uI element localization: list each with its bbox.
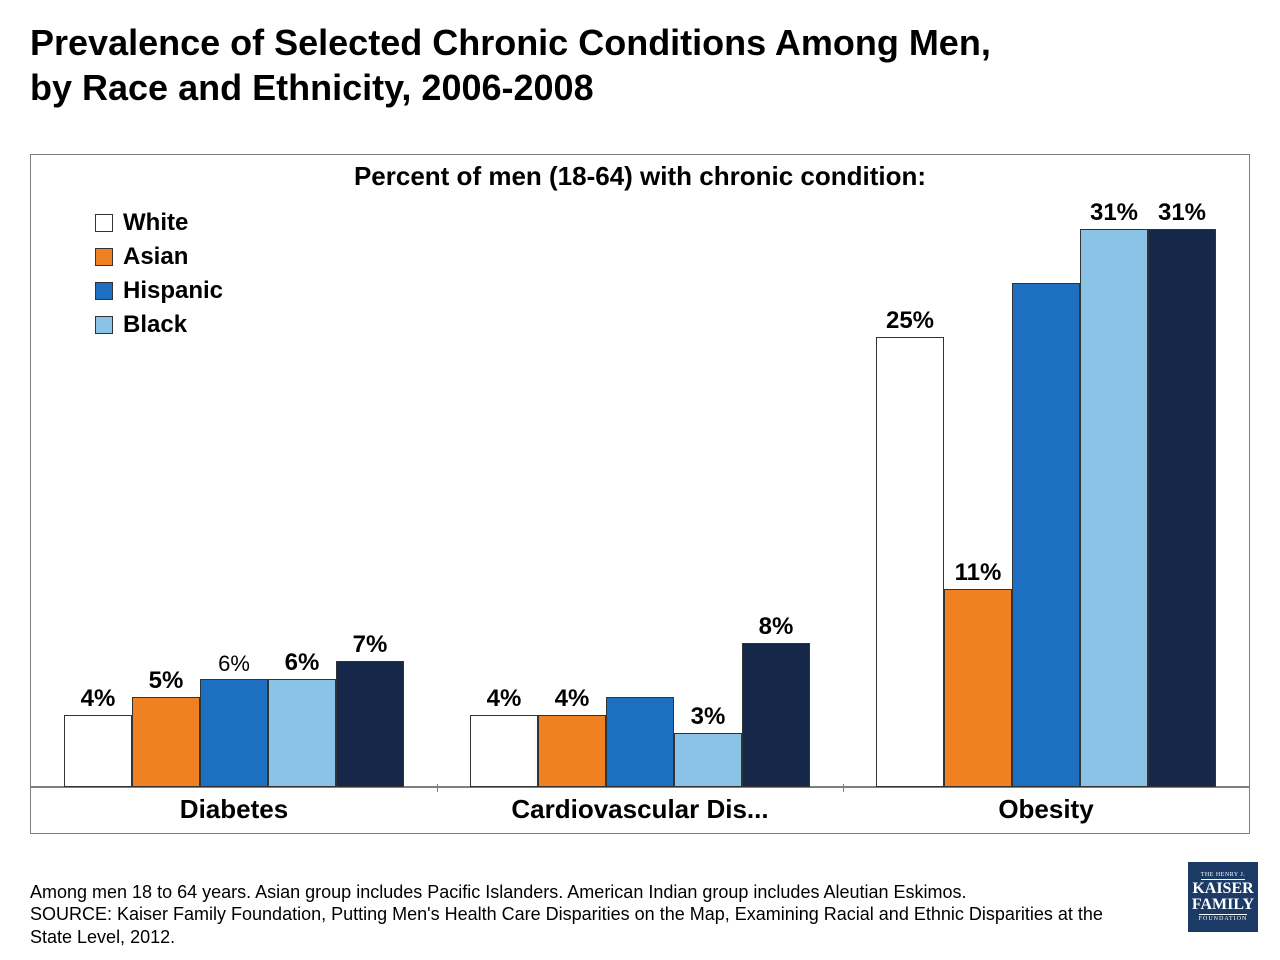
- chart-area: Percent of men (18-64) with chronic cond…: [30, 154, 1250, 834]
- bar-value-label: 4%: [81, 685, 116, 713]
- bar: [1012, 283, 1080, 787]
- title-line-2: by Race and Ethnicity, 2006-2008: [30, 67, 594, 108]
- plot-region: 4%5%6%6%7%4%4%3%8%25%11%31%31%: [31, 195, 1249, 787]
- x-axis-label: Obesity: [843, 794, 1249, 825]
- logo-bottom: FOUNDATION: [1199, 914, 1248, 922]
- logo-top: THE HENRY J.: [1201, 872, 1246, 880]
- footer-note: Among men 18 to 64 years. Asian group in…: [30, 881, 1140, 904]
- title-line-1: Prevalence of Selected Chronic Condition…: [30, 22, 991, 63]
- bar-rect: [64, 715, 132, 787]
- bar-rect: [538, 715, 606, 787]
- bar: 31%: [1148, 229, 1216, 787]
- bar-value-label: 3%: [691, 703, 726, 731]
- bar-value-label: 7%: [353, 631, 388, 659]
- bar-rect: [876, 337, 944, 787]
- bar-rect: [336, 661, 404, 787]
- x-axis: DiabetesCardiovascular Dis...Obesity: [31, 787, 1249, 833]
- bar-value-label: 25%: [886, 307, 934, 335]
- x-axis-label: Diabetes: [31, 794, 437, 825]
- bar-rect: [268, 679, 336, 787]
- bar: [606, 697, 674, 787]
- bar-value-label: 6%: [218, 651, 250, 677]
- slide: Prevalence of Selected Chronic Condition…: [0, 0, 1280, 960]
- bar-rect: [1012, 283, 1080, 787]
- slide-title: Prevalence of Selected Chronic Condition…: [30, 20, 1250, 110]
- bar-value-label: 4%: [555, 685, 590, 713]
- bar: 4%: [64, 715, 132, 787]
- bar: 11%: [944, 589, 1012, 787]
- bar-rect: [470, 715, 538, 787]
- logo-line-2: FAMILY: [1192, 897, 1254, 913]
- bar: 5%: [132, 697, 200, 787]
- bar-rect: [606, 697, 674, 787]
- footer-source: SOURCE: Kaiser Family Foundation, Puttin…: [30, 903, 1140, 948]
- chart-subtitle: Percent of men (18-64) with chronic cond…: [31, 161, 1249, 192]
- bar: 6%: [268, 679, 336, 787]
- bar-value-label: 31%: [1090, 199, 1138, 227]
- bar-value-label: 31%: [1158, 199, 1206, 227]
- bar-rect: [200, 679, 268, 787]
- x-axis-tick: [437, 784, 438, 792]
- bar-value-label: 8%: [759, 613, 794, 641]
- bar-value-label: 6%: [285, 649, 320, 677]
- bar: 4%: [538, 715, 606, 787]
- bar: 8%: [742, 643, 810, 787]
- bar: 31%: [1080, 229, 1148, 787]
- bar: 4%: [470, 715, 538, 787]
- bar-row: 4%5%6%6%7%: [31, 661, 437, 787]
- bar-row: 25%11%31%31%: [843, 229, 1249, 787]
- bar: 3%: [674, 733, 742, 787]
- bar-row: 4%4%3%8%: [437, 643, 843, 787]
- bar-rect: [1148, 229, 1216, 787]
- bar-value-label: 5%: [149, 667, 184, 695]
- kaiser-logo: THE HENRY J. KAISER FAMILY FOUNDATION: [1188, 862, 1258, 932]
- bar-rect: [674, 733, 742, 787]
- x-axis-label: Cardiovascular Dis...: [437, 794, 843, 825]
- bar-rect: [132, 697, 200, 787]
- bar-value-label: 4%: [487, 685, 522, 713]
- bar: 6%: [200, 679, 268, 787]
- bar: 25%: [876, 337, 944, 787]
- bar-rect: [1080, 229, 1148, 787]
- bar-group: 25%11%31%31%: [843, 195, 1249, 787]
- footer-text: Among men 18 to 64 years. Asian group in…: [30, 881, 1140, 949]
- bar-value-label: 11%: [955, 559, 1002, 587]
- bar: 7%: [336, 661, 404, 787]
- bar-group: 4%4%3%8%: [437, 195, 843, 787]
- logo-line-1: KAISER: [1192, 881, 1253, 897]
- bar-group: 4%5%6%6%7%: [31, 195, 437, 787]
- bar-rect: [742, 643, 810, 787]
- bar-rect: [944, 589, 1012, 787]
- x-axis-tick: [843, 784, 844, 792]
